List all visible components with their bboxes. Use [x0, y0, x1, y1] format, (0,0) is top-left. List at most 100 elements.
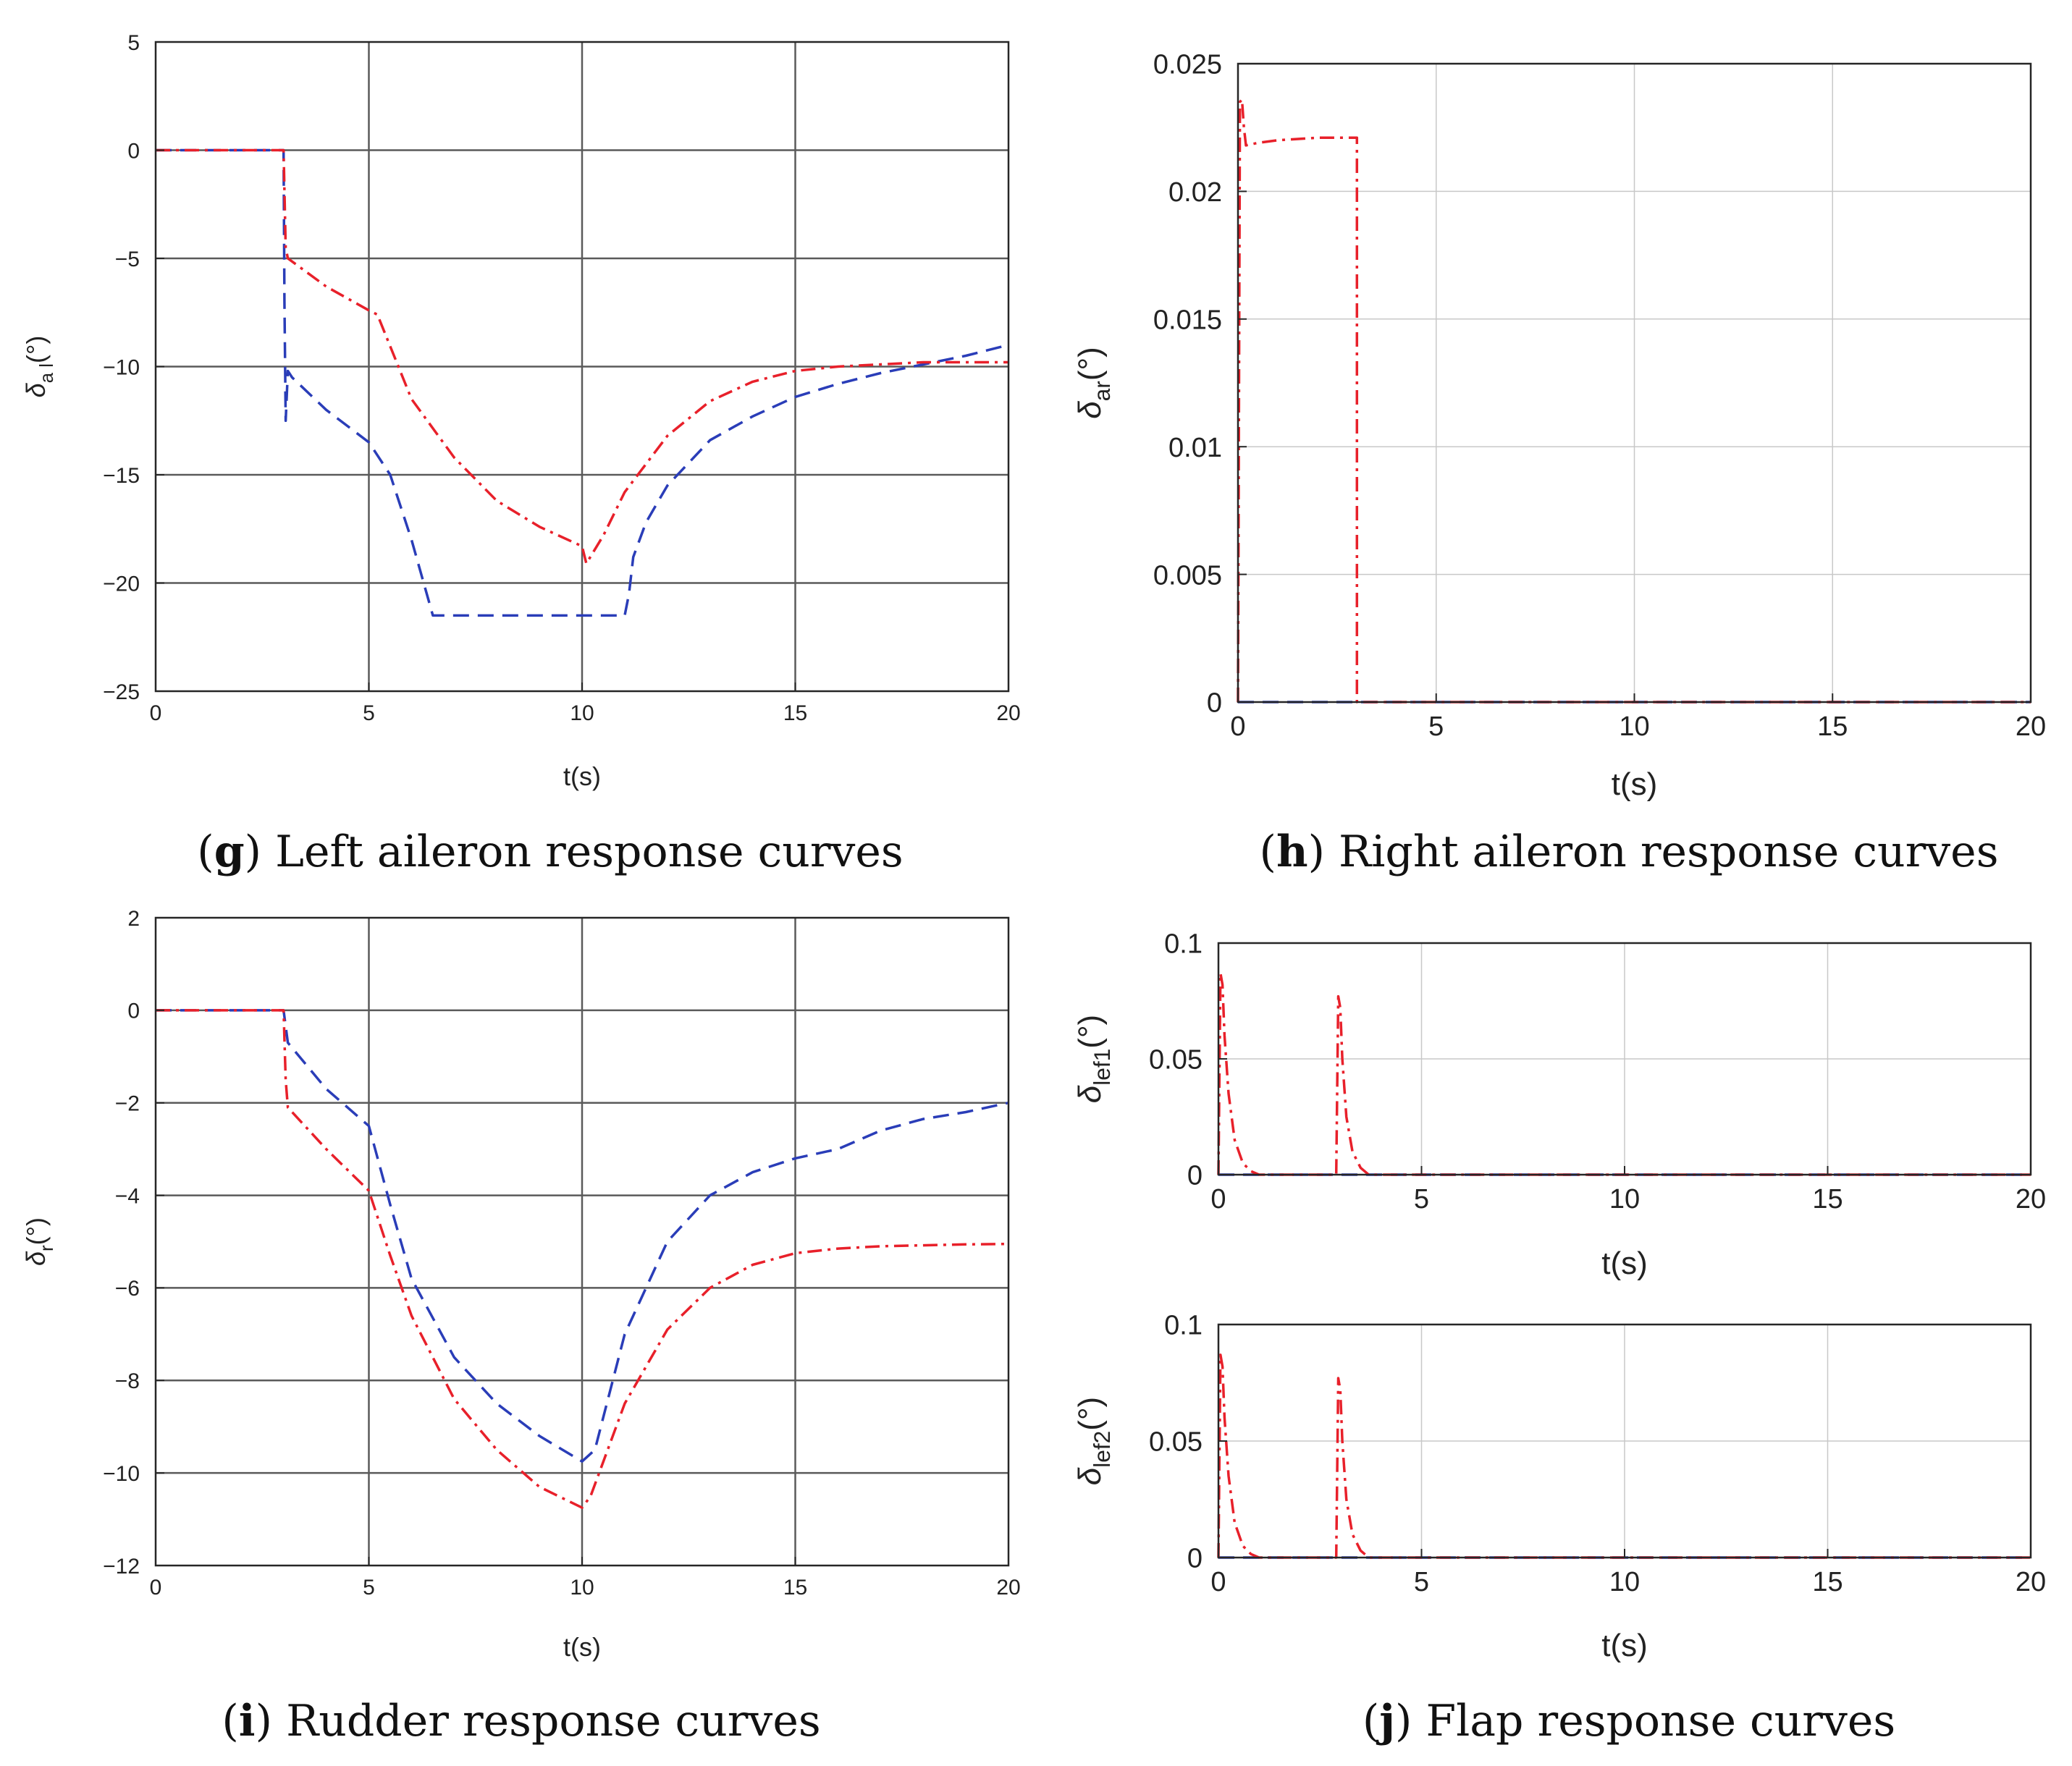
- y-tick-label: 0: [127, 139, 140, 163]
- y-axis-label: δlef1(°): [1072, 1015, 1115, 1103]
- y-tick-label: 0: [1187, 1544, 1203, 1574]
- x-tick-label: 10: [1609, 1567, 1640, 1597]
- y-axis-label-symbol: δ: [1072, 1085, 1108, 1103]
- y-tick-label: −4: [115, 1184, 140, 1208]
- x-tick-label: 10: [570, 701, 594, 725]
- y-axis-label-subscript: r: [37, 1245, 57, 1251]
- x-tick-label: 0: [1210, 1567, 1226, 1597]
- y-tick-label: 0.01: [1168, 433, 1222, 463]
- x-tick-label: 0: [1210, 1184, 1226, 1214]
- x-tick-label: 10: [1619, 711, 1649, 742]
- y-axis-label: δa l(°): [21, 336, 57, 398]
- y-tick-label: 2: [127, 907, 140, 931]
- y-axis-label-unit: (°): [1072, 347, 1108, 381]
- caption-g-text: Left aileron response curves: [261, 827, 904, 877]
- x-tick-label: 5: [1414, 1567, 1429, 1597]
- caption-h-letter: h: [1276, 827, 1308, 877]
- x-tick-label: 10: [1609, 1184, 1640, 1214]
- y-tick-label: 0.1: [1164, 929, 1203, 960]
- caption-j-letter: j: [1376, 1696, 1395, 1746]
- y-tick-label: −2: [115, 1092, 140, 1116]
- y-axis-label-subscript: a l: [37, 363, 57, 383]
- y-tick-label: −5: [115, 248, 140, 271]
- y-axis-label-subscript: lef2: [1089, 1431, 1115, 1468]
- series-blue-dashed: [156, 1009, 1009, 1463]
- x-tick-label: 20: [2016, 1184, 2046, 1214]
- caption-i: (i) Rudder response curves: [222, 1696, 820, 1746]
- x-axis-label: t(s): [1601, 1246, 1648, 1281]
- x-tick-label: 15: [1812, 1567, 1843, 1597]
- x-tick-label: 20: [2016, 711, 2046, 742]
- x-tick-label: 20: [2016, 1567, 2046, 1597]
- series-red-dashdot: [156, 148, 1008, 565]
- series-blue-dashed: [156, 148, 1009, 617]
- y-axis-label: δlef2(°): [1072, 1397, 1115, 1485]
- caption-g: (g) Left aileron response curves: [197, 827, 903, 877]
- y-axis-label-symbol: δ: [21, 382, 51, 397]
- x-tick-label: 0: [1230, 711, 1245, 742]
- x-tick-label: 5: [1428, 711, 1444, 742]
- chart-j2: 0 5 10 15 20 0 0.05 0.1 t(s) δlef2(°): [1072, 1311, 2046, 1663]
- x-axis-label: t(s): [1601, 1628, 1648, 1663]
- y-axis-label-unit: (°): [1072, 1015, 1108, 1049]
- y-tick-label: −10: [103, 355, 140, 379]
- caption-g-letter: g: [214, 827, 245, 877]
- y-tick-label: −6: [115, 1277, 140, 1301]
- caption-i-text: Rudder response curves: [272, 1696, 821, 1746]
- y-tick-label: −8: [115, 1369, 140, 1393]
- y-tick-label: 0.015: [1153, 305, 1222, 335]
- chart-g: 0 5 10 15 20 5 0 −5 −10 −15 −20 −25 t(s) δa l(°): [21, 31, 1021, 791]
- y-axis-label-unit: (°): [1072, 1397, 1108, 1431]
- x-tick-label: 20: [996, 1576, 1020, 1600]
- y-axis-label-symbol: δ: [21, 1251, 51, 1266]
- y-axis-label-unit: (°): [21, 1217, 51, 1245]
- series-red-dashdot: [156, 1009, 1009, 1509]
- x-tick-label: 5: [363, 1576, 375, 1600]
- y-tick-label: 0: [127, 1000, 140, 1023]
- x-tick-label: 15: [1817, 711, 1848, 742]
- x-tick-label: 15: [783, 1576, 807, 1600]
- caption-i-letter: i: [239, 1696, 256, 1746]
- y-tick-label: 0.05: [1149, 1045, 1203, 1076]
- y-axis-label-subscript: lef1: [1089, 1049, 1115, 1086]
- y-tick-label: −20: [103, 572, 140, 596]
- y-tick-label: −25: [103, 680, 140, 704]
- caption-h: (h) Right aileron response curves: [1260, 827, 1999, 877]
- x-axis-label: t(s): [1612, 766, 1658, 802]
- y-axis-label-symbol: δ: [1072, 1467, 1108, 1485]
- x-tick-label: 0: [150, 701, 162, 725]
- x-tick-label: 10: [570, 1576, 594, 1600]
- y-tick-label: −12: [103, 1555, 140, 1579]
- y-tick-label: 0: [1207, 688, 1222, 719]
- x-tick-label: 0: [150, 1576, 162, 1600]
- x-tick-label: 5: [1414, 1184, 1429, 1214]
- y-tick-label: 0.025: [1153, 50, 1222, 80]
- caption-j: (j) Flap response curves: [1363, 1696, 1895, 1746]
- y-tick-label: 0.1: [1164, 1311, 1203, 1341]
- x-tick-label: 5: [363, 701, 375, 725]
- caption-h-text: Right aileron response curves: [1325, 827, 1999, 877]
- y-axis-label: δar(°): [1072, 347, 1115, 419]
- y-axis-label-subscript: ar: [1089, 381, 1115, 402]
- chart-j1: 0 5 10 15 20 0 0.05 0.1 t(s) δlef1(°): [1072, 929, 2046, 1281]
- y-tick-label: 5: [127, 31, 140, 55]
- caption-j-text: Flap response curves: [1412, 1696, 1895, 1746]
- y-tick-label: −10: [103, 1462, 140, 1486]
- x-tick-label: 15: [783, 701, 807, 725]
- y-tick-label: −15: [103, 464, 140, 488]
- y-tick-label: 0.02: [1168, 177, 1222, 208]
- x-axis-label: t(s): [563, 761, 601, 791]
- y-axis-label-unit: (°): [21, 336, 51, 363]
- chart-h: 0 5 10 15 20 0 0.005 0.01 0.015 0.02 0.025 t(s) δar(…: [1072, 50, 2046, 802]
- y-axis-label-symbol: δ: [1072, 401, 1108, 419]
- y-tick-label: 0.005: [1153, 560, 1222, 591]
- x-axis-label: t(s): [563, 1632, 601, 1662]
- x-tick-label: 15: [1812, 1184, 1843, 1214]
- y-tick-label: 0: [1187, 1161, 1203, 1191]
- x-tick-label: 20: [996, 701, 1020, 725]
- y-axis-label: δr(°): [21, 1217, 57, 1266]
